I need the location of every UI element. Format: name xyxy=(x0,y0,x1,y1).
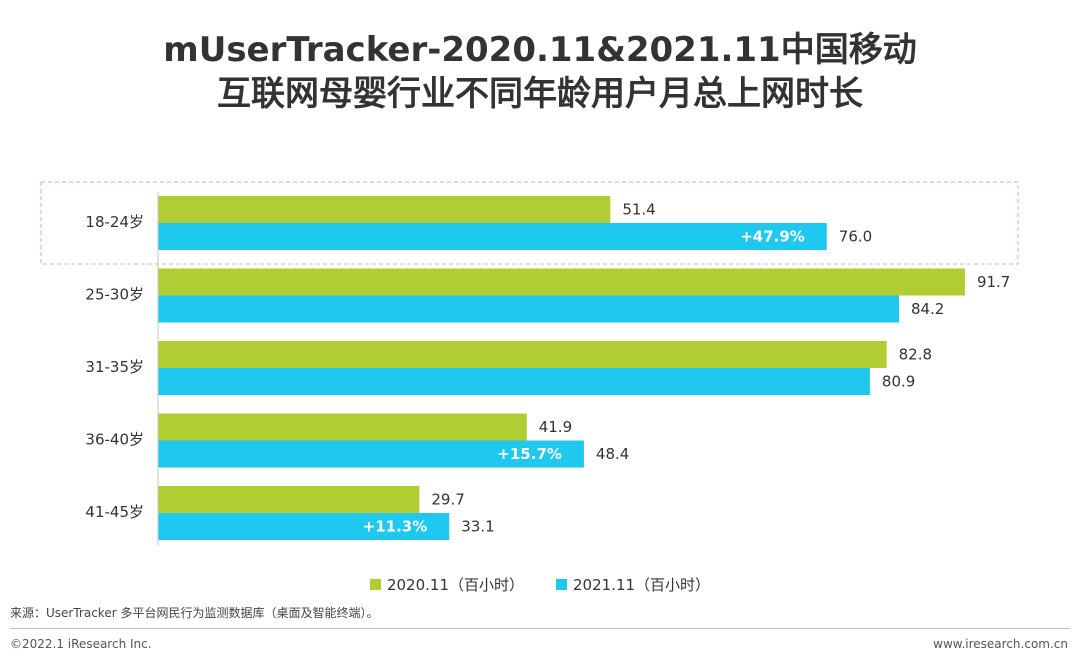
category-label-41-45: 41-45岁 xyxy=(85,503,144,521)
bar-chart: 18-24岁 51.4 76.0 +47.9% 25-30岁 91.7 84.2 31-35岁… xyxy=(40,181,1019,546)
value-label-18-24-series-1: 76.0 xyxy=(839,228,872,246)
growth-label-18-24: +47.9% xyxy=(740,228,805,246)
value-label-25-30-series-0: 91.7 xyxy=(977,273,1010,291)
value-label-41-45-series-0: 29.7 xyxy=(431,491,464,509)
growth-label-41-45: +11.3% xyxy=(363,518,428,536)
footer-divider xyxy=(10,628,1070,629)
website-link[interactable]: www.iresearch.com.cn xyxy=(933,637,1068,651)
value-label-25-30-series-1: 84.2 xyxy=(911,300,944,318)
value-label-41-45-series-1: 33.1 xyxy=(461,518,494,536)
value-label-18-24-series-0: 51.4 xyxy=(622,201,655,219)
chart-title: mUserTracker-2020.11&2021.11中国移动 互联网母婴行业… xyxy=(0,28,1080,116)
bar-41-45-series-1 xyxy=(158,513,450,540)
bar-36-40-series-0 xyxy=(158,413,527,441)
bar-25-30-series-0 xyxy=(158,268,965,296)
legend-label-2020: 2020.11（百小时） xyxy=(386,576,524,594)
value-label-31-35-series-0: 82.8 xyxy=(899,346,932,364)
bar-25-30-series-1 xyxy=(158,295,899,323)
bar-18-24-series-1 xyxy=(158,223,827,250)
legend-swatch-2020 xyxy=(369,579,381,590)
growth-label-36-40: +15.7% xyxy=(497,445,562,463)
highlight-frame xyxy=(40,181,1019,265)
legend-label-2021: 2021.11（百小时） xyxy=(573,576,711,594)
value-label-36-40-series-1: 48.4 xyxy=(596,445,629,463)
bar-36-40-series-1 xyxy=(158,440,584,468)
copyright-text: ©2022.1 iResearch Inc. xyxy=(10,637,152,651)
legend-item-2020: 2020.11（百小时） xyxy=(369,574,524,595)
chart-legend: 2020.11（百小时） 2021.11（百小时） xyxy=(0,574,1080,595)
bar-41-45-series-0 xyxy=(158,486,420,513)
category-label-18-24: 18-24岁 xyxy=(85,213,144,231)
value-label-36-40-series-0: 41.9 xyxy=(539,418,572,436)
bar-31-35-series-1 xyxy=(158,368,870,395)
category-label-31-35: 31-35岁 xyxy=(85,358,144,376)
legend-item-2021: 2021.11（百小时） xyxy=(556,574,710,595)
bar-18-24-series-0 xyxy=(158,196,611,223)
chart-title-line-2: 互联网母婴行业不同年龄用户月总上网时长 xyxy=(217,74,863,114)
value-label-31-35-series-1: 80.9 xyxy=(882,373,915,391)
source-note: 来源：UserTracker 多平台网民行为监测数据库（桌面及智能终端）。 xyxy=(10,606,379,620)
chart-title-line-1: mUserTracker-2020.11&2021.11中国移动 xyxy=(163,30,917,70)
legend-swatch-2021 xyxy=(556,579,567,590)
category-label-25-30: 25-30岁 xyxy=(85,286,144,304)
category-label-36-40: 36-40岁 xyxy=(85,431,144,449)
bar-31-35-series-0 xyxy=(158,341,887,368)
